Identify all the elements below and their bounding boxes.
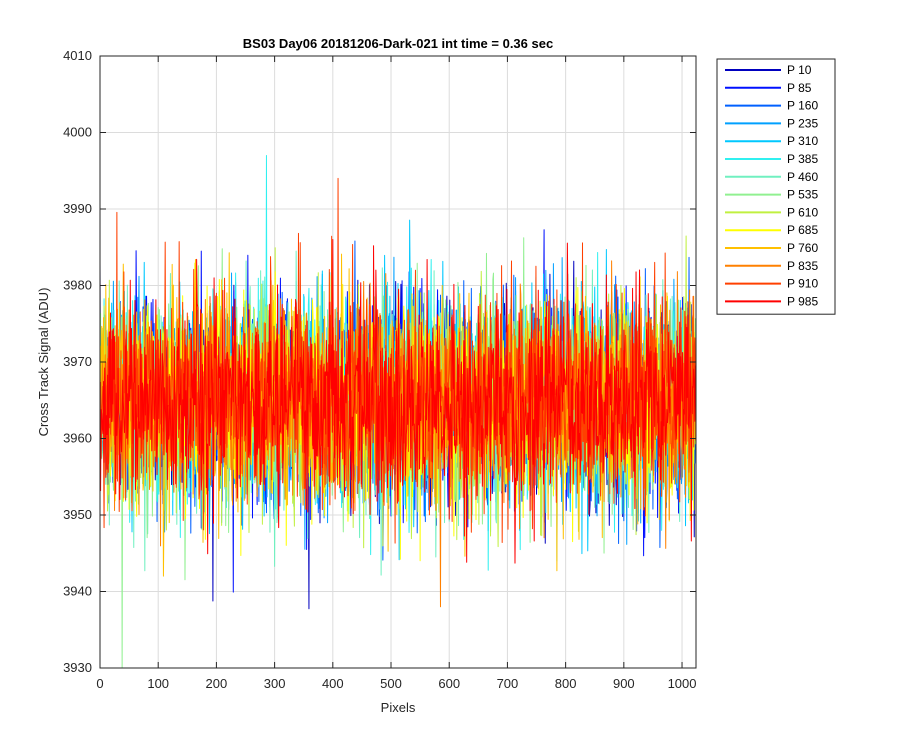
legend-entry-label: P 610 <box>787 205 818 219</box>
legend-entry-label: P 835 <box>787 259 818 273</box>
legend-entry-label: P 685 <box>787 223 818 237</box>
legend-entry-label: P 310 <box>787 134 818 148</box>
legend: P 10 P 85 P 160 P 235 P 310 P 385 P 460 P 535 P … <box>716 58 836 315</box>
y-tick-label: 3970 <box>63 354 92 369</box>
x-tick-label: 400 <box>322 676 344 691</box>
axis-ticks: 0 100 200 300 400 500 600 700 800 900 1000 3930 3940… <box>63 48 696 691</box>
x-tick-label: 700 <box>497 676 519 691</box>
y-axis-label: Cross Track Signal (ADU) <box>36 288 51 437</box>
legend-box <box>716 58 836 315</box>
legend-entry-label: P 910 <box>787 277 818 291</box>
y-tick-label: 3930 <box>63 660 92 675</box>
y-tick-label: 3980 <box>63 278 92 293</box>
x-tick-label: 1000 <box>668 676 697 691</box>
x-tick-label: 900 <box>613 676 635 691</box>
chart-title: BS03 Day06 20181206-Dark-021 int time = … <box>243 36 553 51</box>
x-tick-label: 0 <box>96 676 103 691</box>
x-axis-label: Pixels <box>381 700 416 715</box>
legend-entry-label: P 85 <box>787 81 812 95</box>
legend-entry-label: P 235 <box>787 116 818 130</box>
series-lines <box>99 154 696 669</box>
legend-entry-label: P 10 <box>787 63 812 77</box>
x-tick-label: 800 <box>555 676 577 691</box>
x-tick-label: 600 <box>438 676 460 691</box>
legend-entry-label: P 385 <box>787 152 818 166</box>
y-tick-label: 3950 <box>63 507 92 522</box>
legend-entry-label: P 760 <box>787 241 818 255</box>
x-tick-label: 200 <box>206 676 228 691</box>
series-line-p-985 <box>99 239 696 564</box>
y-tick-label: 3960 <box>63 431 92 446</box>
y-tick-label: 4010 <box>63 48 92 63</box>
legend-entry-label: P 460 <box>787 170 818 184</box>
x-tick-label: 500 <box>380 676 402 691</box>
y-tick-label: 4000 <box>63 125 92 140</box>
legend-entry-label: P 160 <box>787 99 818 113</box>
y-tick-label: 3990 <box>63 201 92 216</box>
legend-entry-label: P 535 <box>787 188 818 202</box>
legend-entry-label: P 985 <box>787 294 818 308</box>
x-tick-label: 100 <box>147 676 169 691</box>
y-tick-label: 3940 <box>63 584 92 599</box>
x-tick-label: 300 <box>264 676 286 691</box>
